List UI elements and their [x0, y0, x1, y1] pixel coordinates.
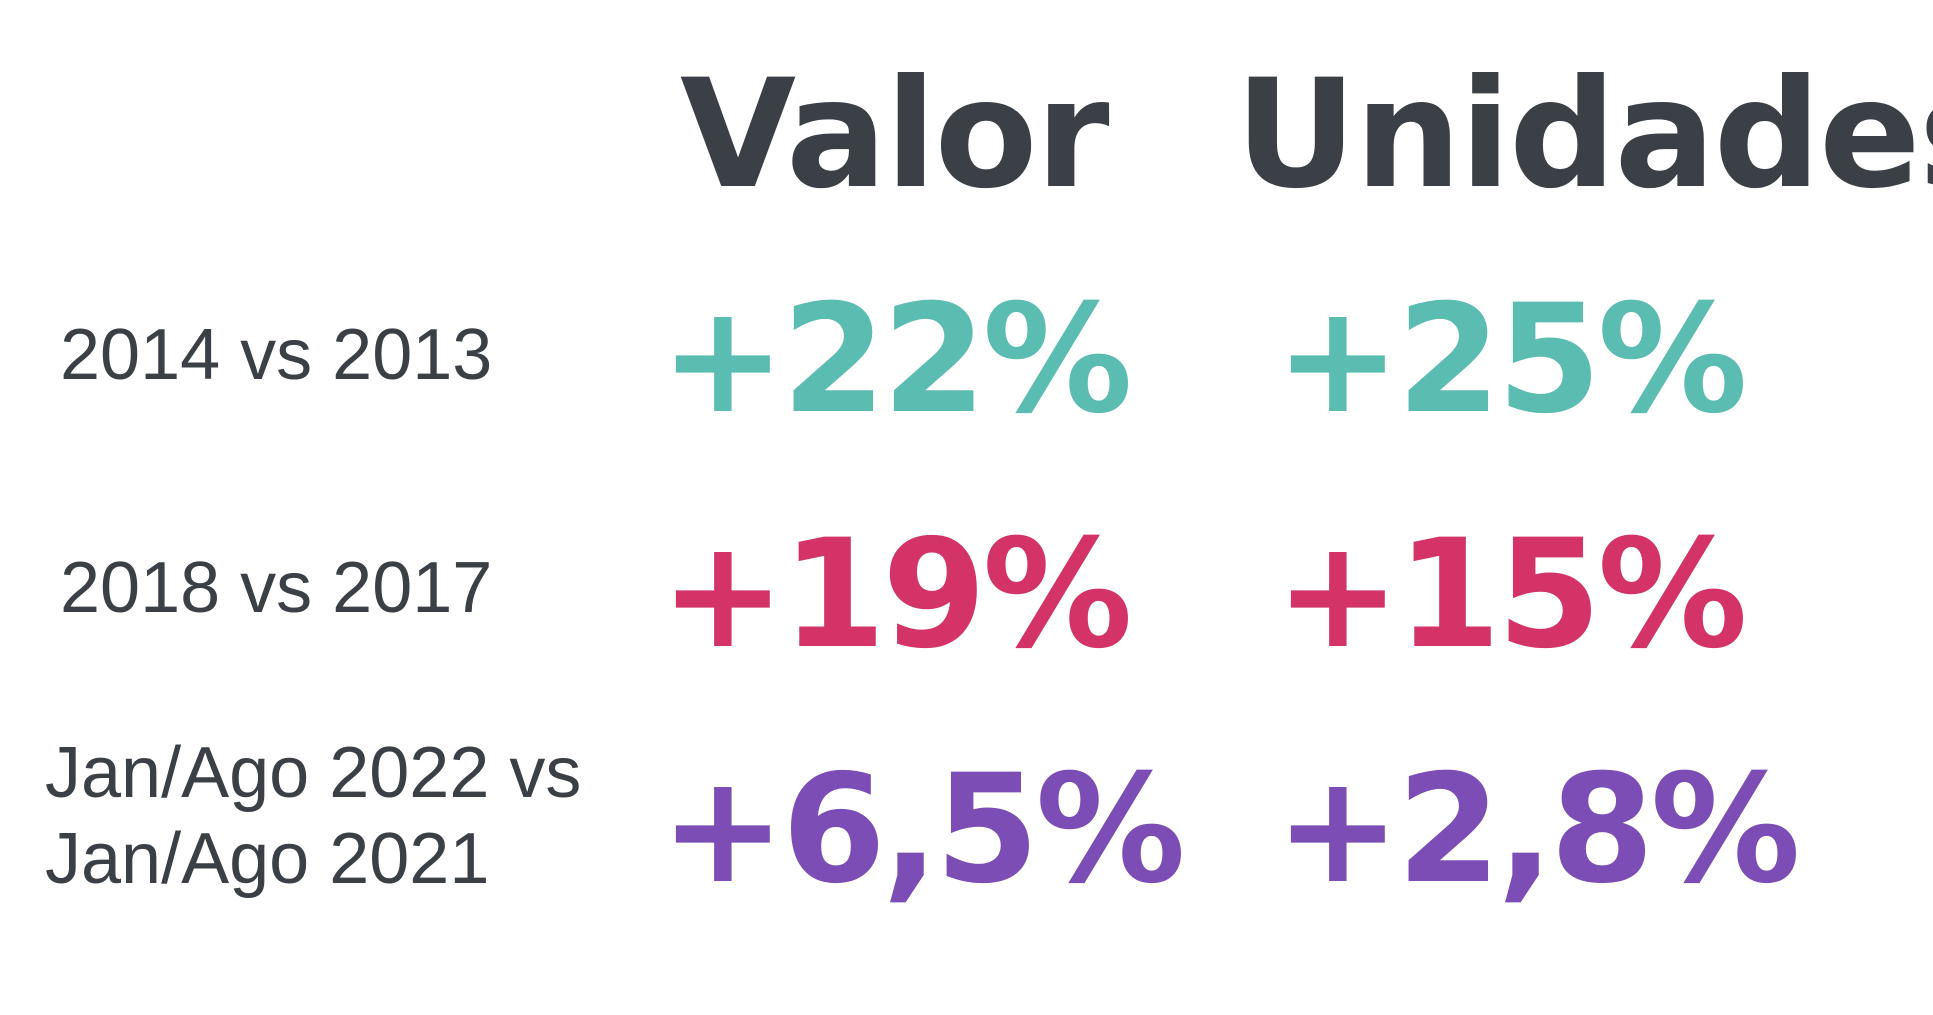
- header-valor: Valor: [680, 48, 1110, 222]
- valor-jan-ago-2022-vs-2021: +6,5%: [660, 743, 1186, 917]
- valor-2018-vs-2017: +19%: [660, 508, 1133, 682]
- row-label-2018-vs-2017: 2018 vs 2017: [60, 545, 492, 631]
- row-label-line: 2018 vs 2017: [60, 548, 493, 628]
- valor-2014-vs-2013: +22%: [660, 273, 1133, 447]
- row-label-jan-ago-2022-vs-2021: Jan/Ago 2022 vs Jan/Ago 2021: [45, 730, 581, 902]
- unidades-2018-vs-2017: +15%: [1275, 508, 1748, 682]
- unidades-jan-ago-2022-vs-2021: +2,8%: [1275, 743, 1801, 917]
- header-unidades: Unidades: [1235, 48, 1933, 222]
- row-label-line-1: Jan/Ago 2022 vs: [45, 733, 582, 813]
- row-label-2014-vs-2013: 2014 vs 2013: [60, 312, 492, 398]
- row-label-line-2: Jan/Ago 2021: [45, 819, 490, 899]
- unidades-2014-vs-2013: +25%: [1275, 273, 1748, 447]
- row-label-line: 2014 vs 2013: [60, 315, 493, 395]
